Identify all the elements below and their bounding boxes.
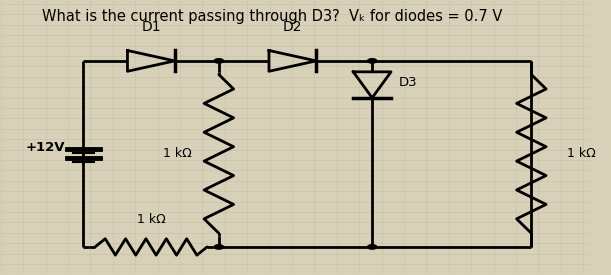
Circle shape bbox=[214, 245, 224, 249]
Circle shape bbox=[367, 245, 377, 249]
Text: D2: D2 bbox=[283, 20, 302, 34]
Text: 1 kΩ: 1 kΩ bbox=[567, 147, 596, 160]
Text: D1: D1 bbox=[141, 20, 161, 34]
Text: 1 kΩ: 1 kΩ bbox=[137, 213, 166, 226]
Circle shape bbox=[367, 59, 377, 63]
Circle shape bbox=[214, 59, 224, 63]
Text: +12V: +12V bbox=[25, 141, 65, 153]
Text: D3: D3 bbox=[399, 76, 417, 89]
Text: 1 kΩ: 1 kΩ bbox=[163, 147, 192, 160]
Text: What is the current passing through D3?  Vₖ for diodes = 0.7 V: What is the current passing through D3? … bbox=[42, 9, 502, 24]
